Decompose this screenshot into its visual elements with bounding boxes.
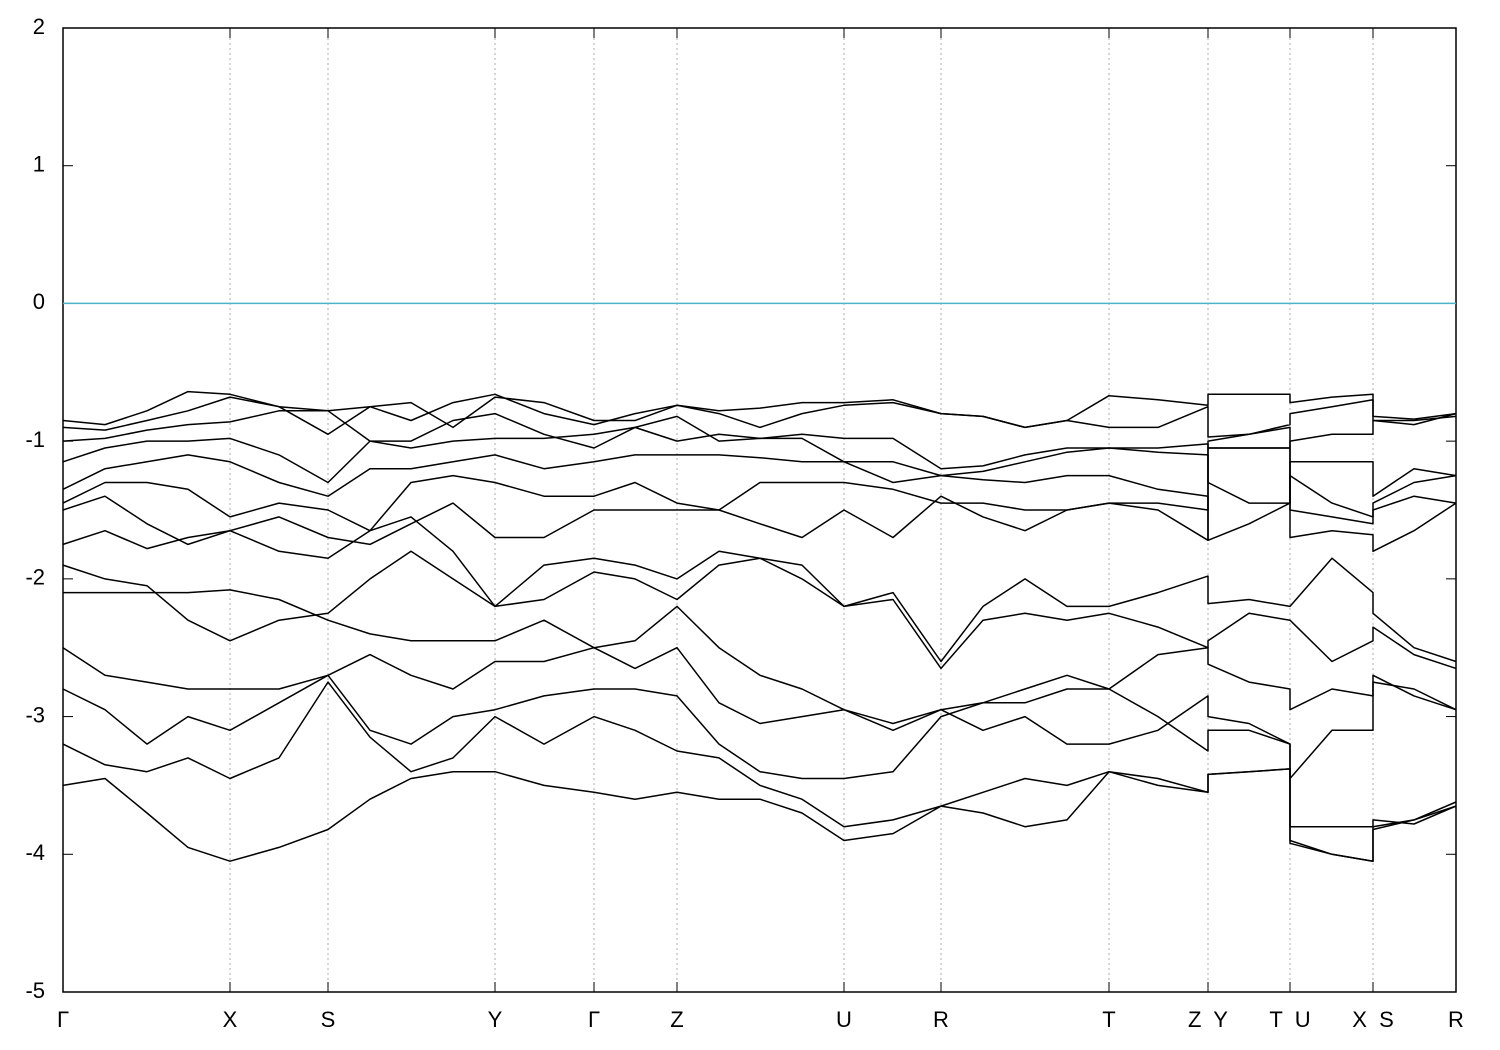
y-tick-label: -2 — [25, 565, 45, 590]
band-line — [62, 454, 1457, 542]
x-tick-label: U — [836, 1007, 852, 1032]
band-line — [62, 674, 1457, 828]
x-tick-label: Y — [488, 1007, 503, 1032]
x-tick-label: R — [933, 1007, 949, 1032]
x-tick-label: T U — [1269, 1007, 1310, 1032]
x-tick-label: X — [223, 1007, 238, 1032]
y-tick-label: 2 — [33, 14, 45, 39]
x-tick-label: S — [321, 1007, 336, 1032]
band-line — [62, 396, 1457, 438]
band-line — [62, 516, 1457, 663]
band-line — [62, 768, 1457, 862]
band-line — [62, 447, 1457, 553]
y-tick-label: 0 — [33, 289, 45, 314]
x-tick-label: T — [1102, 1007, 1115, 1032]
y-tick-label: -4 — [25, 840, 45, 865]
band-line — [62, 426, 1457, 532]
band-line — [62, 410, 1457, 470]
x-tick-label: X S — [1352, 1007, 1394, 1032]
x-tick-label: Z Y — [1188, 1007, 1228, 1032]
band-line — [62, 390, 1457, 429]
x-tick-label: Γ — [588, 1007, 600, 1032]
band-line — [62, 426, 1457, 504]
plot-frame — [62, 27, 1457, 993]
band-line — [62, 550, 1457, 670]
band-line — [63, 589, 1457, 732]
y-tick-label: -1 — [25, 427, 45, 452]
y-tick-label: -5 — [25, 978, 45, 1003]
x-tick-label: Γ — [57, 1007, 69, 1032]
x-tick-label: Z — [670, 1007, 683, 1032]
y-tick-label: 1 — [33, 152, 45, 177]
band-line — [62, 646, 1457, 780]
y-tick-label: -3 — [25, 702, 45, 727]
x-tick-label: R — [1448, 1007, 1464, 1032]
